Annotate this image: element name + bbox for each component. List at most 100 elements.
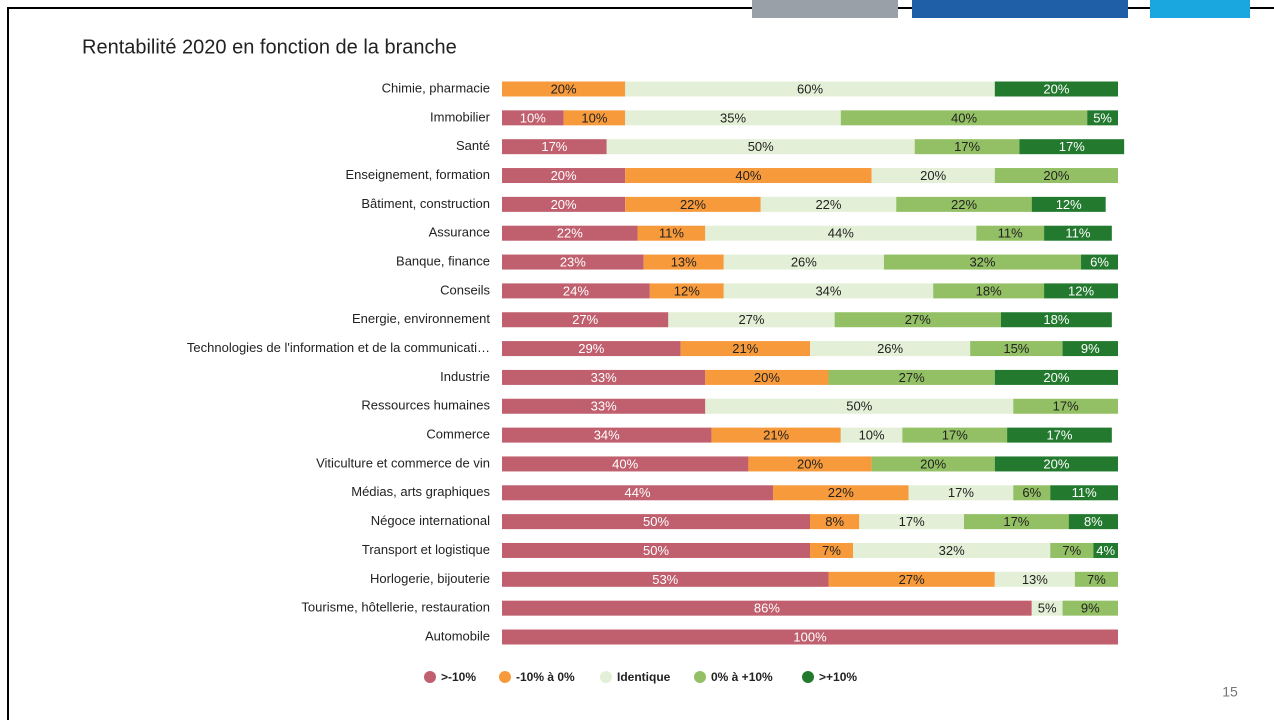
bar-segment <box>810 542 854 558</box>
bar-segment <box>1044 283 1118 299</box>
data-label: 5% <box>1038 601 1057 616</box>
bar-segment <box>502 427 712 443</box>
bar-segment <box>502 571 829 587</box>
legend-marker <box>694 671 706 683</box>
legend-marker <box>499 671 511 683</box>
bar-segment <box>502 168 626 184</box>
category-label: Négoce international <box>371 513 490 528</box>
data-label: 100% <box>793 629 827 644</box>
bar-segment <box>705 225 977 241</box>
data-label: 17% <box>1003 514 1029 529</box>
bar-segment <box>502 600 1032 616</box>
bar-segment <box>914 139 1020 155</box>
data-label: 17% <box>1053 399 1079 414</box>
bar-segment <box>773 485 909 501</box>
category-label: Viticulture et commerce de vin <box>316 455 490 470</box>
data-label: 40% <box>612 456 638 471</box>
data-label: 35% <box>720 110 746 125</box>
bar-segment <box>970 341 1063 357</box>
category-label: Médias, arts graphiques <box>351 484 490 499</box>
data-label: 7% <box>822 543 841 558</box>
data-label: 17% <box>899 514 925 529</box>
bar-segment <box>606 139 915 155</box>
bar-segment <box>502 341 681 357</box>
bar-segment <box>668 312 835 328</box>
bar-segment <box>964 514 1069 530</box>
bar-segment <box>828 571 995 587</box>
data-label: 10% <box>859 428 885 443</box>
bar-segment <box>705 369 829 385</box>
data-label: 5% <box>1093 110 1112 125</box>
bar-segment <box>502 629 1118 645</box>
data-label: 6% <box>1090 254 1109 269</box>
bar-segment <box>502 283 650 299</box>
bar-segment <box>871 456 995 472</box>
data-label: 17% <box>1046 428 1072 443</box>
data-label: 20% <box>1043 81 1069 96</box>
data-label: 11% <box>1072 485 1097 500</box>
bar-segment <box>748 456 872 472</box>
bar-segment <box>1019 139 1125 155</box>
category-label: Ressources humaines <box>361 398 490 413</box>
bar-segment <box>853 542 1051 558</box>
category-label: Santé <box>456 138 490 153</box>
legend-label: Identique <box>617 670 671 684</box>
data-label: 17% <box>942 428 968 443</box>
category-label: Assurance <box>429 225 490 240</box>
bar-segment <box>680 341 810 357</box>
bar-segment <box>502 110 564 126</box>
bar-segment <box>502 81 626 97</box>
data-label: 21% <box>732 341 758 356</box>
bar-segment <box>1068 514 1118 530</box>
data-label: 50% <box>643 514 669 529</box>
bar-segment <box>828 369 995 385</box>
legend-marker <box>424 671 436 683</box>
data-label: 33% <box>591 370 617 385</box>
data-label: 22% <box>680 197 706 212</box>
bar-segment <box>994 369 1118 385</box>
category-label: Transport et logistique <box>362 542 490 557</box>
data-label: 22% <box>951 197 977 212</box>
category-label: Enseignement, formation <box>345 167 490 182</box>
bar-segment <box>502 485 774 501</box>
bar-segment <box>883 254 1082 270</box>
category-label: Industrie <box>440 369 490 384</box>
data-label: 9% <box>1081 601 1100 616</box>
category-label: Tourisme, hôtellerie, restauration <box>301 600 490 615</box>
data-label: 18% <box>1043 312 1069 327</box>
bar-segment <box>625 196 761 212</box>
data-label: 20% <box>797 456 823 471</box>
category-label: Energie, environnement <box>352 311 490 326</box>
data-label: 50% <box>846 399 872 414</box>
data-label: 4% <box>1096 543 1115 558</box>
data-label: 12% <box>1056 197 1082 212</box>
bar-segment <box>723 283 934 299</box>
data-label: 23% <box>560 254 586 269</box>
bar-segment <box>502 456 749 472</box>
chart-title: Rentabilité 2020 en fonction de la branc… <box>82 36 457 58</box>
bar-segment <box>1000 312 1112 328</box>
data-label: 18% <box>976 283 1002 298</box>
data-label: 27% <box>572 312 598 327</box>
category-label: Chimie, pharmacie <box>382 80 490 95</box>
data-label: 40% <box>735 168 761 183</box>
page-number: 15 <box>1222 684 1238 700</box>
data-label: 13% <box>671 254 697 269</box>
data-label: 20% <box>754 370 780 385</box>
bar-segment <box>976 225 1045 241</box>
data-label: 32% <box>939 543 965 558</box>
category-label: Horlogerie, bijouterie <box>370 571 490 586</box>
bar-segment <box>1050 542 1094 558</box>
data-label: 20% <box>1043 168 1069 183</box>
bar-segment <box>1074 571 1118 587</box>
bar-segment <box>902 427 1008 443</box>
bar-segment <box>1062 600 1118 616</box>
data-label: 60% <box>797 81 823 96</box>
data-label: 7% <box>1087 572 1106 587</box>
bar-segment <box>1013 485 1051 501</box>
bar-segment <box>1013 398 1118 414</box>
bar-segment <box>1031 196 1106 212</box>
bar-segment <box>994 168 1118 184</box>
data-label: 40% <box>951 110 977 125</box>
data-label: 8% <box>825 514 844 529</box>
